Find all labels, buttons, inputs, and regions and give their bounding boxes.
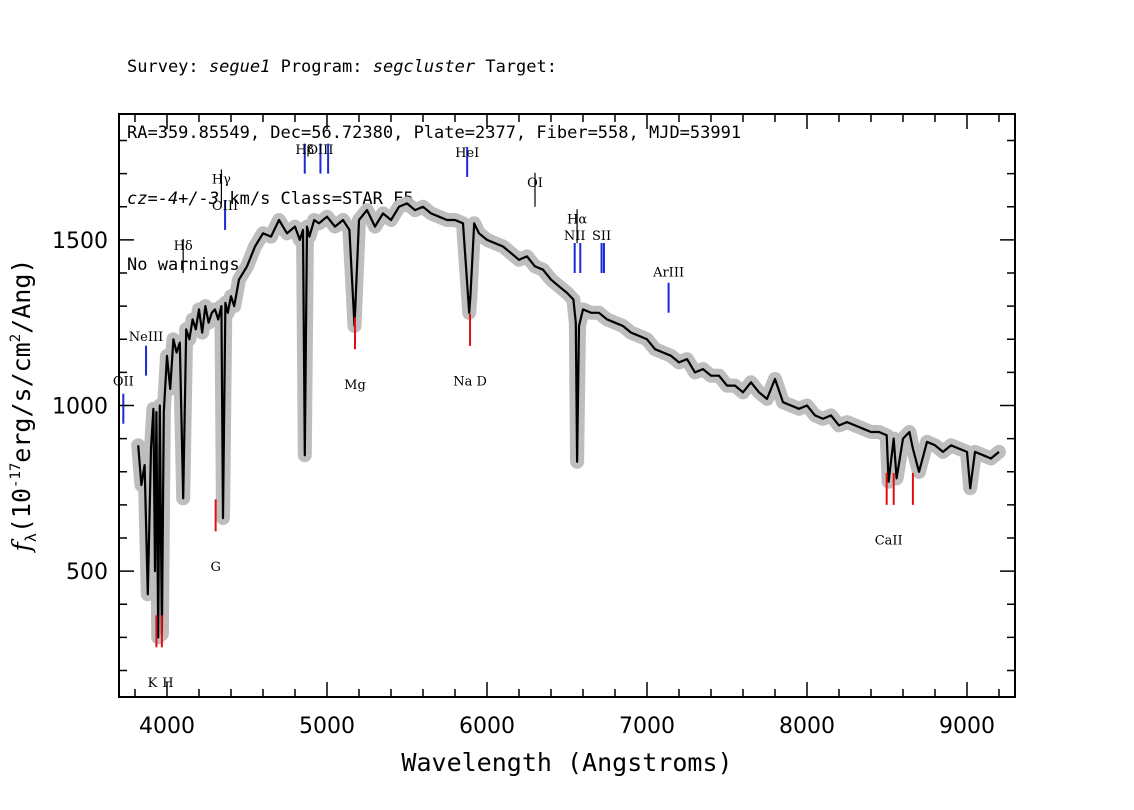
absorption-line-label: Na D (453, 375, 487, 390)
y-axis-tail: /Ang) (7, 259, 36, 334)
y-tick-label: 1000 (52, 395, 108, 420)
emission-line-label: SII (592, 229, 611, 244)
y-axis-title-text: fλ(10-17erg/s/cm2/Ang) (7, 259, 40, 554)
y-tick-label: 500 (66, 560, 108, 585)
y-axis-exp: -17 (8, 463, 24, 488)
axis-ticks (119, 114, 1015, 697)
flux-line (137, 202, 1000, 639)
x-axis-title: Wavelength (Angstroms) (401, 748, 732, 777)
emission-line-label: OIII (307, 143, 333, 158)
emission-line-label: NeIII (129, 330, 163, 345)
y-axis-main: (10 (7, 488, 36, 533)
header-line-1: Survey: segue1 Program: segcluster Targe… (127, 56, 741, 78)
y-axis-units: erg/s/cm (7, 342, 36, 462)
program-value: segcluster (372, 57, 476, 77)
y-axis-subscript: λ (22, 533, 40, 542)
emission-line-label: OII (113, 375, 134, 390)
x-tick-label: 5000 (299, 714, 355, 739)
axis-tick-labels: 4000 5000 6000 7000 8000 9000 500 1000 1500 (52, 229, 995, 739)
flux-error-band (131, 196, 1006, 645)
absorption-line-label: K (148, 676, 158, 691)
emission-line-label: HeI (455, 146, 479, 161)
emission-line-label: Hβ (295, 143, 314, 158)
x-tick-label: 4000 (139, 714, 195, 739)
x-tick-label: 9000 (939, 714, 995, 739)
x-tick-label: 8000 (779, 714, 835, 739)
emission-line-label: Hδ (174, 239, 193, 254)
header-line-2: RA=359.85549, Dec=56.72380, Plate=2377, … (127, 123, 742, 143)
emission-line-label: Hγ (212, 173, 231, 188)
emission-line-label: OI (527, 176, 543, 191)
absorption-line-label: CaII (875, 534, 903, 549)
flux-error-band-path (131, 196, 1006, 645)
survey-value: segue1 (208, 57, 271, 77)
absorption-line-label: Mg (344, 378, 366, 393)
program-label: Program: (280, 57, 363, 77)
redshift-value: cz=-4+/-3 (127, 189, 220, 209)
emission-line-label: ArIII (652, 265, 684, 280)
y-tick-label: 1500 (52, 229, 108, 254)
x-tick-label: 6000 (459, 714, 515, 739)
y-axis-exp2: 2 (8, 334, 24, 342)
emission-line-label: NII (564, 229, 586, 244)
y-axis-title: fλ(10-17erg/s/cm2/Ang) (7, 259, 40, 554)
header-line-4: No warnings. (127, 255, 250, 275)
x-tick-label: 7000 (619, 714, 675, 739)
y-axis-symbol: f (7, 538, 36, 553)
emission-line-label: OIII (212, 199, 238, 214)
target-label: Target: (485, 57, 557, 77)
survey-label: Survey: (127, 57, 199, 77)
absorption-line-label: H (162, 676, 173, 691)
plot-frame (118, 113, 1016, 698)
absorption-line-label: G (210, 560, 220, 575)
emission-line-label: Hα (567, 212, 587, 227)
flux-series (137, 202, 1000, 639)
